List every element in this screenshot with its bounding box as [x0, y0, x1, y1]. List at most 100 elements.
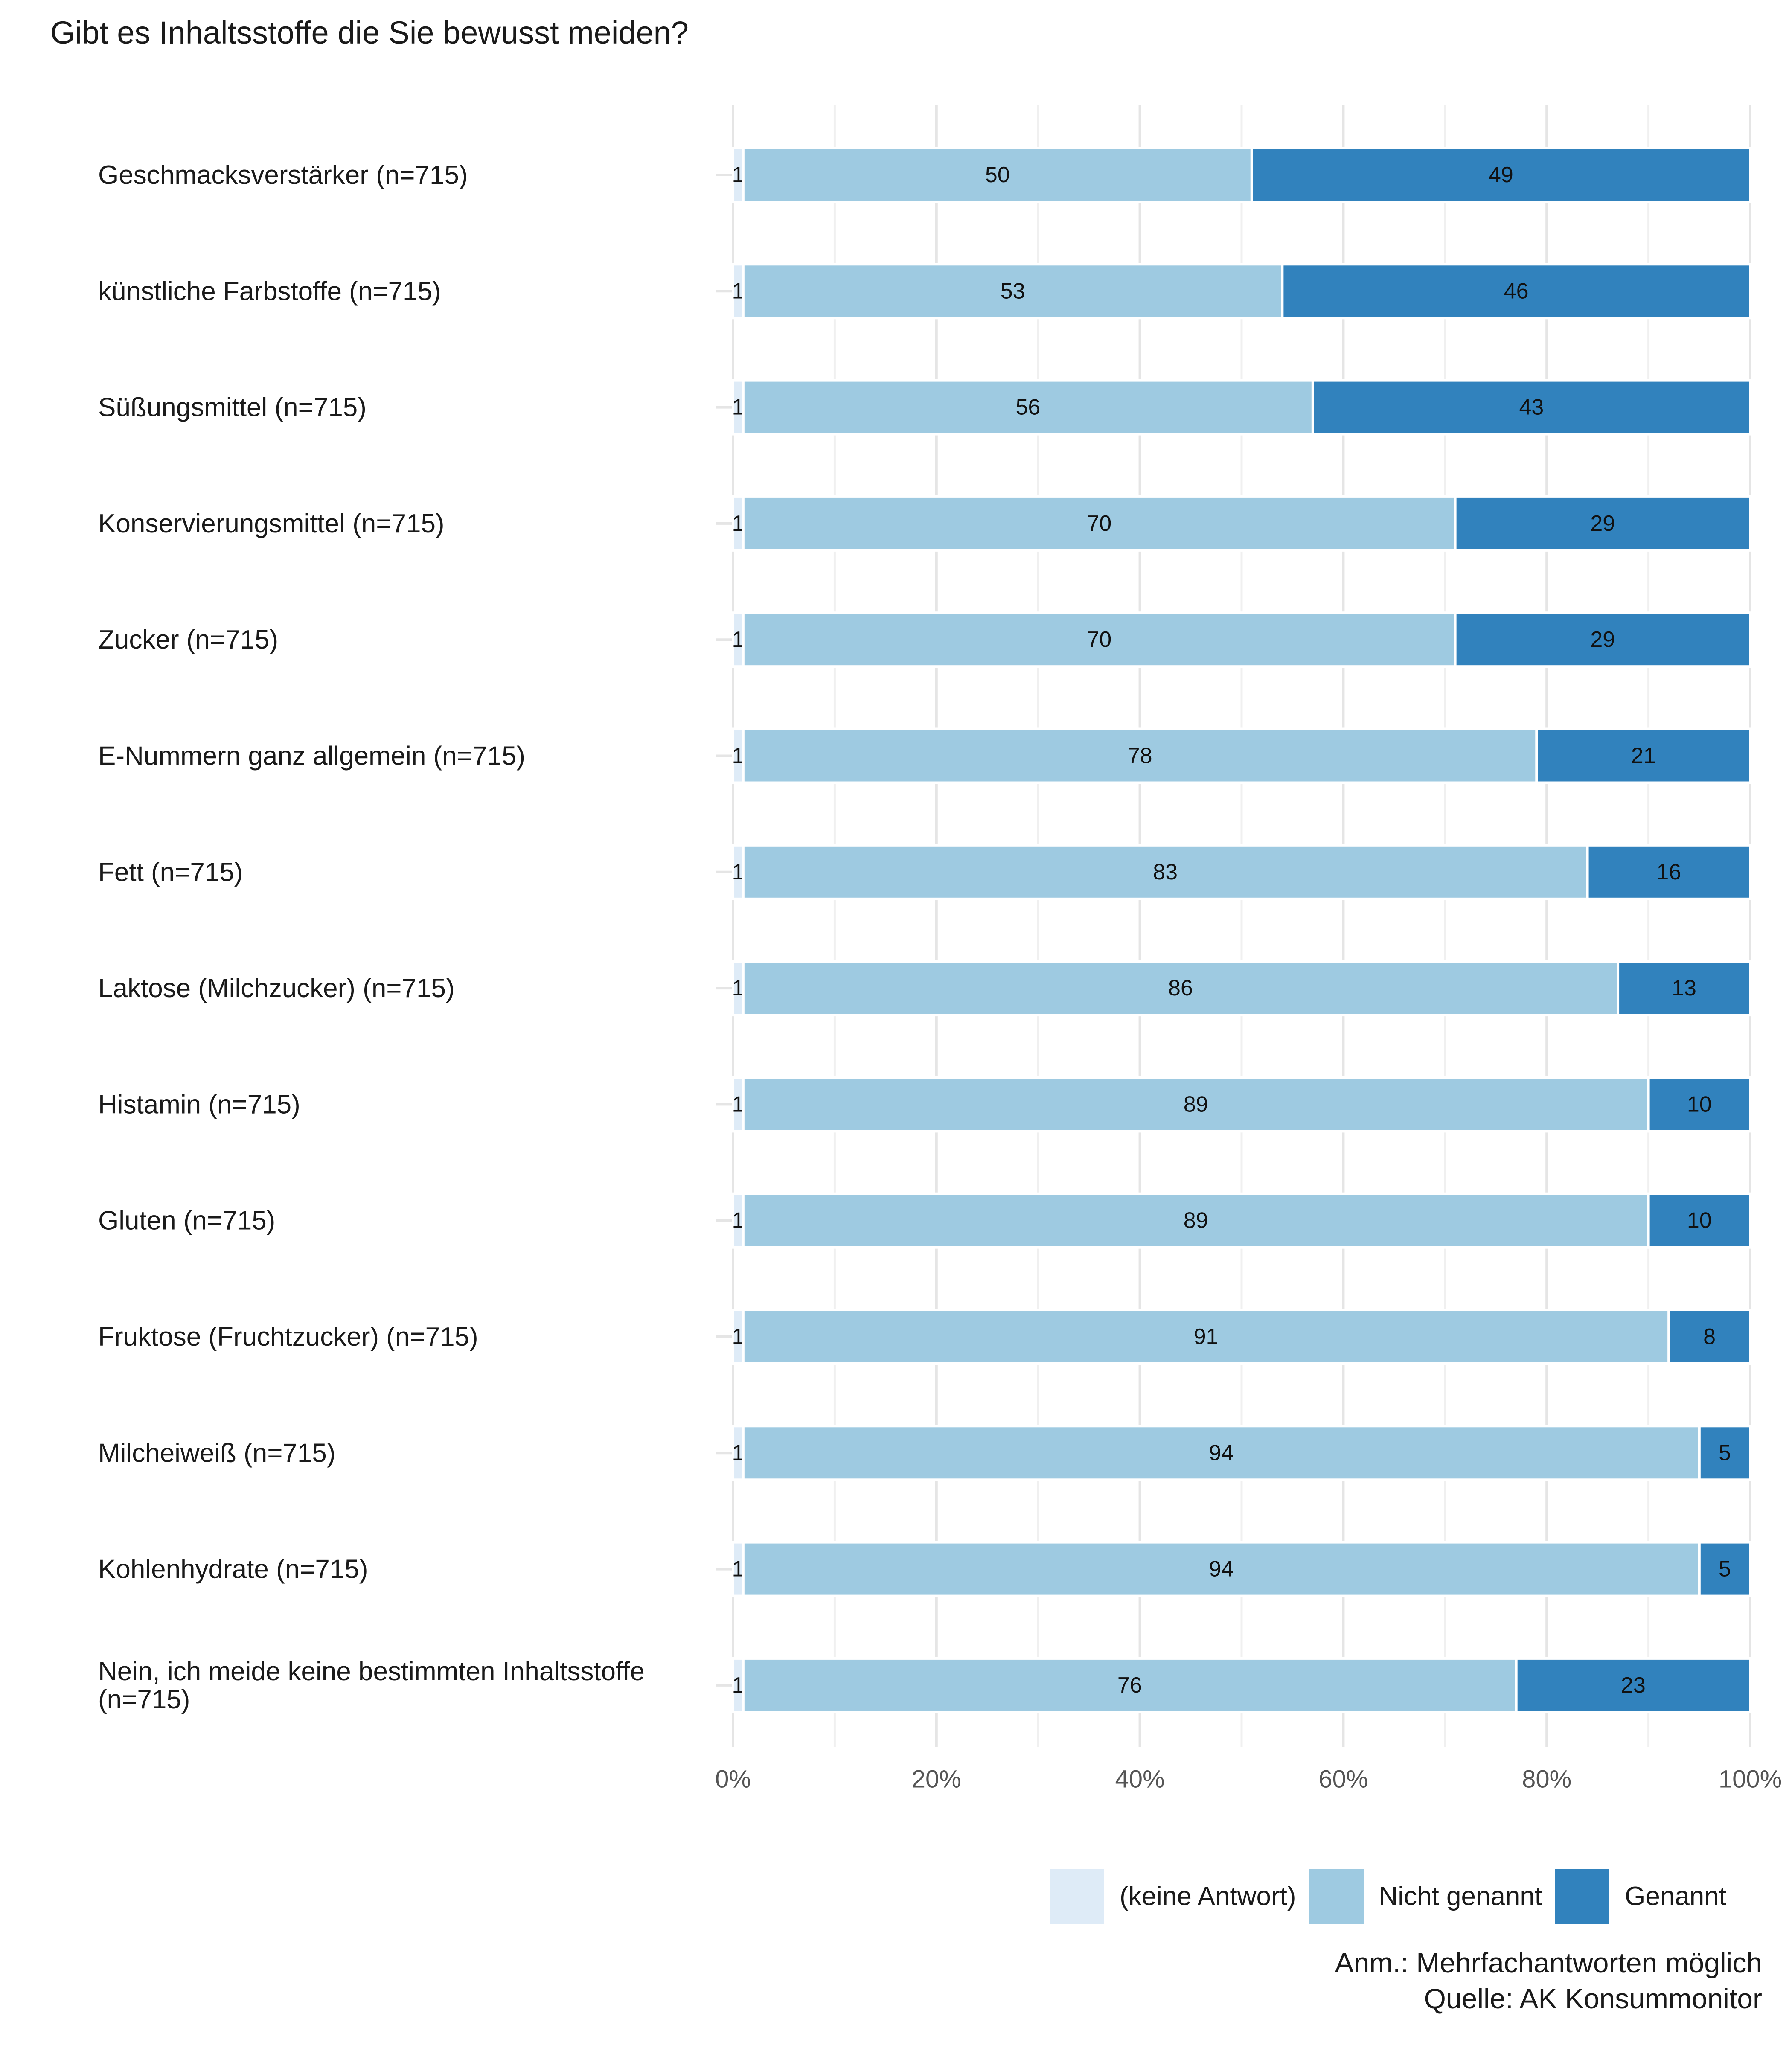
- category-label: Fett (n=715): [98, 857, 243, 887]
- x-tick-label: 40%: [1115, 1766, 1165, 1793]
- bar-value-label: 94: [1209, 1557, 1233, 1582]
- bar-segment-genannt: [1454, 495, 1751, 552]
- category-label: Geschmacksverstärker (n=715): [98, 160, 468, 190]
- legend-swatch-keine-antwort: [1050, 1869, 1104, 1924]
- bar-segment-genannt: [1250, 147, 1752, 203]
- caption-note: Anm.: Mehrfachantworten möglich: [1335, 1947, 1762, 1978]
- legend-item-genannt: Genannt: [1555, 1869, 1726, 1924]
- bar-value-label: 86: [1168, 976, 1193, 1001]
- bar-value-label: 50: [985, 163, 1010, 187]
- bar-value-label: 43: [1519, 395, 1544, 420]
- x-tick-label: 80%: [1522, 1766, 1571, 1793]
- bar-value-label: 89: [1184, 1208, 1208, 1233]
- category-label-line: Süßungsmittel (n=715): [98, 393, 367, 422]
- caption: Anm.: Mehrfachantworten möglich Quelle: …: [1335, 1945, 1762, 2016]
- bar-value-label: 76: [1117, 1673, 1142, 1698]
- legend: (keine Antwort) Nicht genannt Genannt: [1050, 1869, 1739, 1924]
- bar-value-label: 78: [1128, 744, 1152, 768]
- bar-segment-nicht-genannt: [742, 844, 1589, 900]
- bar-segment-nicht-genannt: [742, 379, 1314, 436]
- bar-value-label: 10: [1687, 1208, 1712, 1233]
- category-label: Nein, ich meide keine bestimmten Inhalts…: [98, 1656, 645, 1714]
- bar-value-label: 49: [1489, 163, 1513, 187]
- category-label-line: künstliche Farbstoffe (n=715): [98, 276, 441, 306]
- category-label: Histamin (n=715): [98, 1090, 300, 1119]
- legend-item-nicht-genannt: Nicht genannt: [1309, 1869, 1542, 1924]
- bar-segment-genannt: [1698, 1425, 1752, 1481]
- category-label-line: Fett (n=715): [98, 857, 243, 887]
- bar-segment-nicht-genannt: [742, 147, 1253, 203]
- x-tick-label: 0%: [715, 1766, 751, 1793]
- bar-value-label: 5: [1719, 1440, 1731, 1465]
- category-label-line: Fruktose (Fruchtzucker) (n=715): [98, 1322, 478, 1352]
- bar-segment-genannt: [1586, 844, 1752, 900]
- category-label: Konservierungsmittel (n=715): [98, 509, 445, 538]
- bar-segment-nicht-genannt: [742, 1192, 1650, 1249]
- category-label: Kohlenhydrate (n=715): [98, 1554, 368, 1584]
- legend-swatch-genannt: [1555, 1869, 1610, 1924]
- bar-value-label: 29: [1590, 627, 1615, 652]
- bar-segment-genannt: [1647, 1192, 1752, 1249]
- chart-title: Gibt es Inhaltsstoffe die Sie bewusst me…: [50, 15, 689, 50]
- category-label: Laktose (Milchzucker) (n=715): [98, 974, 455, 1003]
- category-label-line: Gluten (n=715): [98, 1206, 275, 1235]
- caption-source: Quelle: AK Konsummonitor: [1424, 1983, 1762, 2014]
- category-label: E-Nummern ganz allgemein (n=715): [98, 741, 525, 771]
- category-label: Süßungsmittel (n=715): [98, 393, 367, 422]
- bar-value-label: 91: [1194, 1324, 1219, 1349]
- category-label: Zucker (n=715): [98, 625, 278, 655]
- bar-value-label: 53: [1001, 279, 1025, 303]
- category-label-line: Zucker (n=715): [98, 625, 278, 655]
- category-label-line: Milcheiweiß (n=715): [98, 1438, 336, 1468]
- category-label: künstliche Farbstoffe (n=715): [98, 276, 441, 306]
- bar-value-label: 89: [1184, 1092, 1208, 1117]
- bar-segment-genannt: [1311, 379, 1751, 436]
- bar-segment-nicht-genannt: [742, 495, 1457, 552]
- x-tick-label: 100%: [1719, 1766, 1782, 1793]
- category-label: Fruktose (Fruchtzucker) (n=715): [98, 1322, 478, 1352]
- category-label: Gluten (n=715): [98, 1206, 275, 1235]
- legend-item-keine-antwort: (keine Antwort): [1050, 1869, 1296, 1924]
- legend-label-genannt: Genannt: [1625, 1882, 1726, 1911]
- bar-value-label: 56: [1015, 395, 1040, 420]
- bar-value-label: 29: [1590, 511, 1615, 536]
- category-label-line: (n=715): [98, 1684, 190, 1714]
- bar-value-label: 94: [1209, 1440, 1233, 1465]
- bar-segment-genannt: [1515, 1657, 1751, 1713]
- bar-segment-nicht-genannt: [742, 1425, 1701, 1481]
- legend-label-nicht-genannt: Nicht genannt: [1379, 1882, 1542, 1911]
- bar-segment-genannt: [1647, 1076, 1752, 1133]
- category-label-line: Laktose (Milchzucker) (n=715): [98, 974, 455, 1003]
- category-label-line: Nein, ich meide keine bestimmten Inhalts…: [98, 1656, 645, 1686]
- bar-value-label: 5: [1719, 1557, 1731, 1582]
- bar-segment-genannt: [1454, 611, 1751, 668]
- legend-swatch-nicht-genannt: [1309, 1869, 1364, 1924]
- x-tick-label: 60%: [1318, 1766, 1368, 1793]
- bar-value-label: 21: [1631, 744, 1656, 768]
- bar-segment-genannt: [1698, 1541, 1752, 1597]
- category-label: Milcheiweiß (n=715): [98, 1438, 336, 1468]
- bar-value-label: 70: [1087, 511, 1111, 536]
- bar-value-label: 23: [1621, 1673, 1646, 1698]
- bar-segment-nicht-genannt: [742, 1657, 1518, 1713]
- category-label-line: Histamin (n=715): [98, 1090, 300, 1119]
- bar-segment-genannt: [1535, 727, 1752, 784]
- bar-segment-genannt: [1617, 960, 1752, 1017]
- bar-segment-nicht-genannt: [742, 960, 1620, 1017]
- category-label-line: Kohlenhydrate (n=715): [98, 1554, 368, 1584]
- bar-segment-genannt: [1667, 1309, 1752, 1365]
- bar-value-label: 83: [1153, 860, 1178, 884]
- bar-value-label: 13: [1672, 976, 1696, 1001]
- x-tick-label: 20%: [912, 1766, 961, 1793]
- category-label-line: Geschmacksverstärker (n=715): [98, 160, 468, 190]
- bar-segment-genannt: [1281, 263, 1752, 320]
- bar-value-label: 46: [1504, 279, 1529, 303]
- bar-value-label: 8: [1703, 1324, 1716, 1349]
- category-label-line: Konservierungsmittel (n=715): [98, 509, 445, 538]
- bar-value-label: 10: [1687, 1092, 1712, 1117]
- legend-label-keine-antwort: (keine Antwort): [1120, 1882, 1296, 1911]
- bar-segment-nicht-genannt: [742, 1076, 1650, 1133]
- bar-value-label: 16: [1656, 860, 1681, 884]
- category-label-line: E-Nummern ganz allgemein (n=715): [98, 741, 525, 771]
